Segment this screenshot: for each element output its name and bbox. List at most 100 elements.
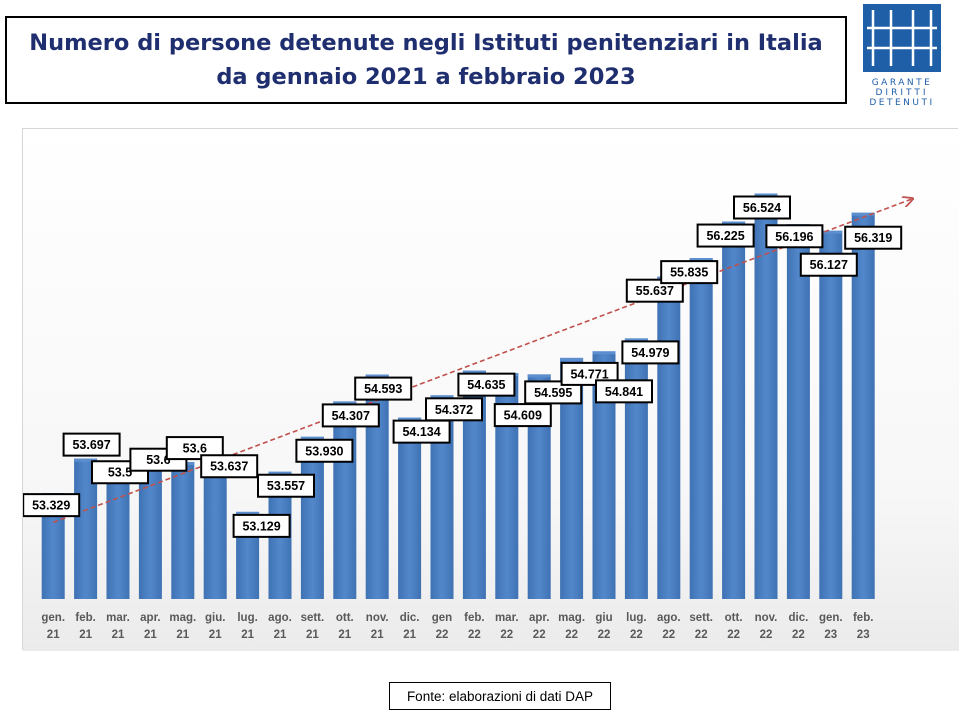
data-label-6: 53.129 xyxy=(232,513,291,538)
data-label-0: 53.329 xyxy=(23,493,81,518)
data-label-1: 53.697 xyxy=(62,432,121,457)
data-label-20: 55.835 xyxy=(660,260,719,285)
svg-text:55.637: 55.637 xyxy=(636,284,674,298)
x-tick-label-year-24: 23 xyxy=(824,629,837,641)
logo-text-line-2: DIRITTI xyxy=(876,88,929,98)
title-line-2: da gennaio 2021 a febbraio 2023 xyxy=(216,64,636,90)
x-tick-label-year-23: 22 xyxy=(792,629,805,641)
svg-text:54.635: 54.635 xyxy=(467,378,505,392)
x-tick-label-year-10: 21 xyxy=(371,629,384,641)
svg-text:53.329: 53.329 xyxy=(32,499,70,513)
x-tick-label-year-2: 21 xyxy=(112,629,125,641)
bar-13 xyxy=(462,370,486,599)
svg-text:53.557: 53.557 xyxy=(267,479,305,493)
bar-cap-22 xyxy=(754,193,778,197)
bar-0 xyxy=(41,493,65,599)
svg-text:54.595: 54.595 xyxy=(534,386,572,400)
x-tick-label-year-9: 21 xyxy=(338,629,351,641)
svg-text:54.134: 54.134 xyxy=(402,425,440,439)
x-tick-label-month-13: feb. xyxy=(464,612,484,624)
svg-text:54.372: 54.372 xyxy=(435,403,473,417)
x-tick-label-month-12: gen xyxy=(432,612,452,624)
source-note: Fonte: elaborazioni di dati DAP xyxy=(389,682,611,710)
bar-chart: 53.32953.69753.553.653.653.63753.12953.5… xyxy=(23,129,959,651)
svg-text:54.979: 54.979 xyxy=(631,346,669,360)
svg-text:56.319: 56.319 xyxy=(854,231,892,245)
x-tick-label-month-11: dic. xyxy=(400,612,420,624)
data-label-16: 54.771 xyxy=(560,361,619,386)
x-tick-label-month-4: mag. xyxy=(169,612,196,624)
svg-text:54.307: 54.307 xyxy=(332,409,370,423)
chart-title: Numero di persone detenute negli Istitut… xyxy=(5,16,847,104)
bar-20 xyxy=(689,258,713,599)
bar-cap-6 xyxy=(236,511,260,515)
x-tick-label-month-16: mag. xyxy=(558,612,585,624)
data-label-12: 54.372 xyxy=(425,397,483,422)
bar-cap-24 xyxy=(819,230,843,234)
x-tick-label-month-7: ago. xyxy=(268,612,292,624)
svg-text:56.225: 56.225 xyxy=(706,229,744,243)
x-tick-label-year-25: 23 xyxy=(857,629,870,641)
bar-cap-18 xyxy=(624,338,648,342)
x-tick-label-year-7: 21 xyxy=(274,629,287,641)
x-tick-label-month-23: dic. xyxy=(788,612,808,624)
x-tick-label-month-8: sett. xyxy=(301,612,325,624)
x-tick-label-year-21: 22 xyxy=(727,629,740,641)
svg-text:56.127: 56.127 xyxy=(810,258,848,272)
x-tick-label-year-6: 21 xyxy=(241,629,254,641)
x-tick-label-year-16: 22 xyxy=(565,629,578,641)
data-label-9: 54.307 xyxy=(321,403,380,428)
bar-cap-21 xyxy=(722,221,746,225)
bar-16 xyxy=(560,357,584,599)
data-label-23: 56.196 xyxy=(765,224,824,249)
data-label-19: 55.637 xyxy=(625,278,684,303)
x-tick-label-month-22: nov. xyxy=(755,612,778,624)
bar-18 xyxy=(624,338,648,599)
bar-3 xyxy=(138,467,162,599)
x-tick-label-month-6: lug. xyxy=(237,612,257,624)
x-tick-label-month-14: mar. xyxy=(495,612,519,624)
data-label-18: 54.979 xyxy=(621,340,680,365)
x-tick-label-month-3: apr. xyxy=(140,612,160,624)
x-tick-label-year-14: 22 xyxy=(500,629,513,641)
svg-text:53.930: 53.930 xyxy=(305,444,343,458)
x-tick-label-month-25: feb. xyxy=(853,612,873,624)
trendline xyxy=(52,199,912,524)
x-tick-label-month-17: giu xyxy=(595,612,612,624)
x-tick-label-year-13: 22 xyxy=(468,629,481,641)
svg-text:53.697: 53.697 xyxy=(72,438,110,452)
x-tick-label-year-5: 21 xyxy=(209,629,222,641)
x-tick-label-year-15: 22 xyxy=(533,629,546,641)
data-label-22: 56.524 xyxy=(733,195,791,220)
bar-25 xyxy=(851,212,875,599)
x-tick-label-year-11: 21 xyxy=(403,629,416,641)
svg-text:53.6: 53.6 xyxy=(183,442,207,456)
x-tick-label-year-17: 22 xyxy=(598,629,611,641)
data-label-11: 54.134 xyxy=(392,419,451,444)
x-tick-label-year-4: 21 xyxy=(176,629,189,641)
x-tick-label-month-0: gen. xyxy=(41,612,65,624)
bar-cap-7 xyxy=(268,471,292,475)
data-label-17: 54.841 xyxy=(595,379,653,404)
bar-24 xyxy=(819,230,843,599)
x-tick-label-month-15: apr. xyxy=(529,612,549,624)
x-tick-label-month-19: ago. xyxy=(657,612,681,624)
bar-5 xyxy=(203,464,227,599)
svg-text:54.771: 54.771 xyxy=(570,367,608,381)
bar-cap-25 xyxy=(851,212,875,216)
x-tick-label-month-20: sett. xyxy=(689,612,713,624)
bar-cap-12 xyxy=(430,395,454,399)
data-label-21: 56.225 xyxy=(696,223,755,248)
x-tick-label-month-21: ott. xyxy=(725,612,743,624)
bar-cap-17 xyxy=(592,351,616,355)
bar-17 xyxy=(592,351,616,599)
data-label-7: 53.557 xyxy=(257,473,315,498)
bar-cap-9 xyxy=(333,401,357,405)
x-tick-label-year-3: 21 xyxy=(144,629,157,641)
bar-21 xyxy=(722,221,746,599)
x-tick-label-month-9: ott. xyxy=(336,612,354,624)
bar-9 xyxy=(333,401,357,599)
bar-15 xyxy=(527,374,551,599)
x-tick-label-month-5: giu. xyxy=(205,612,225,624)
x-tick-label-month-24: gen. xyxy=(819,612,843,624)
